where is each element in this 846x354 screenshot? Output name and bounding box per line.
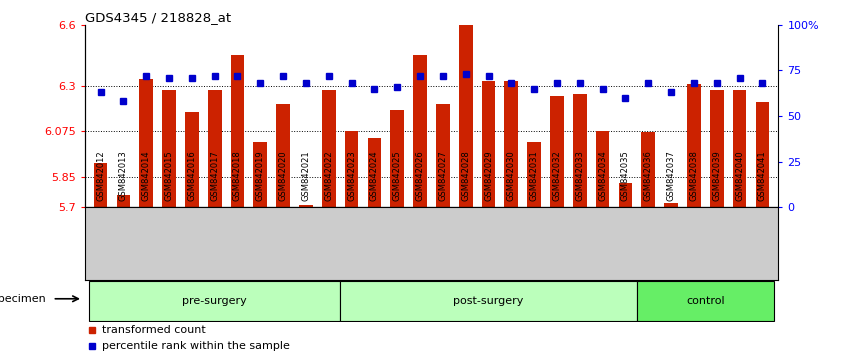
Bar [527, 142, 541, 207]
Bar [573, 94, 586, 207]
Text: specimen: specimen [0, 294, 47, 304]
Text: GDS4345 / 218828_at: GDS4345 / 218828_at [85, 11, 231, 24]
Bar [710, 90, 723, 207]
Bar [89, 280, 340, 321]
Bar [459, 25, 473, 207]
Text: control: control [686, 296, 725, 306]
Bar [664, 203, 678, 207]
Bar [687, 84, 700, 207]
Bar [436, 104, 450, 207]
Bar [755, 102, 769, 207]
Bar [140, 79, 153, 207]
Bar [367, 138, 382, 207]
Text: percentile rank within the sample: percentile rank within the sample [102, 341, 290, 351]
Bar [733, 90, 746, 207]
Bar [637, 280, 774, 321]
Bar [340, 280, 637, 321]
Bar [618, 183, 632, 207]
Bar [390, 110, 404, 207]
Text: post-surgery: post-surgery [453, 296, 524, 306]
Bar [162, 90, 176, 207]
Bar [550, 96, 563, 207]
Bar [299, 205, 313, 207]
Bar [504, 81, 518, 207]
Bar [413, 55, 427, 207]
Bar [208, 90, 222, 207]
Text: pre-surgery: pre-surgery [182, 296, 247, 306]
Bar [231, 55, 244, 207]
Text: transformed count: transformed count [102, 325, 206, 335]
Bar [277, 104, 290, 207]
Bar [185, 112, 199, 207]
Bar [94, 162, 107, 207]
Bar [322, 90, 336, 207]
Bar [344, 131, 359, 207]
Bar [481, 81, 496, 207]
Bar [596, 131, 609, 207]
Bar [254, 142, 267, 207]
Bar [117, 195, 130, 207]
Bar [641, 132, 655, 207]
